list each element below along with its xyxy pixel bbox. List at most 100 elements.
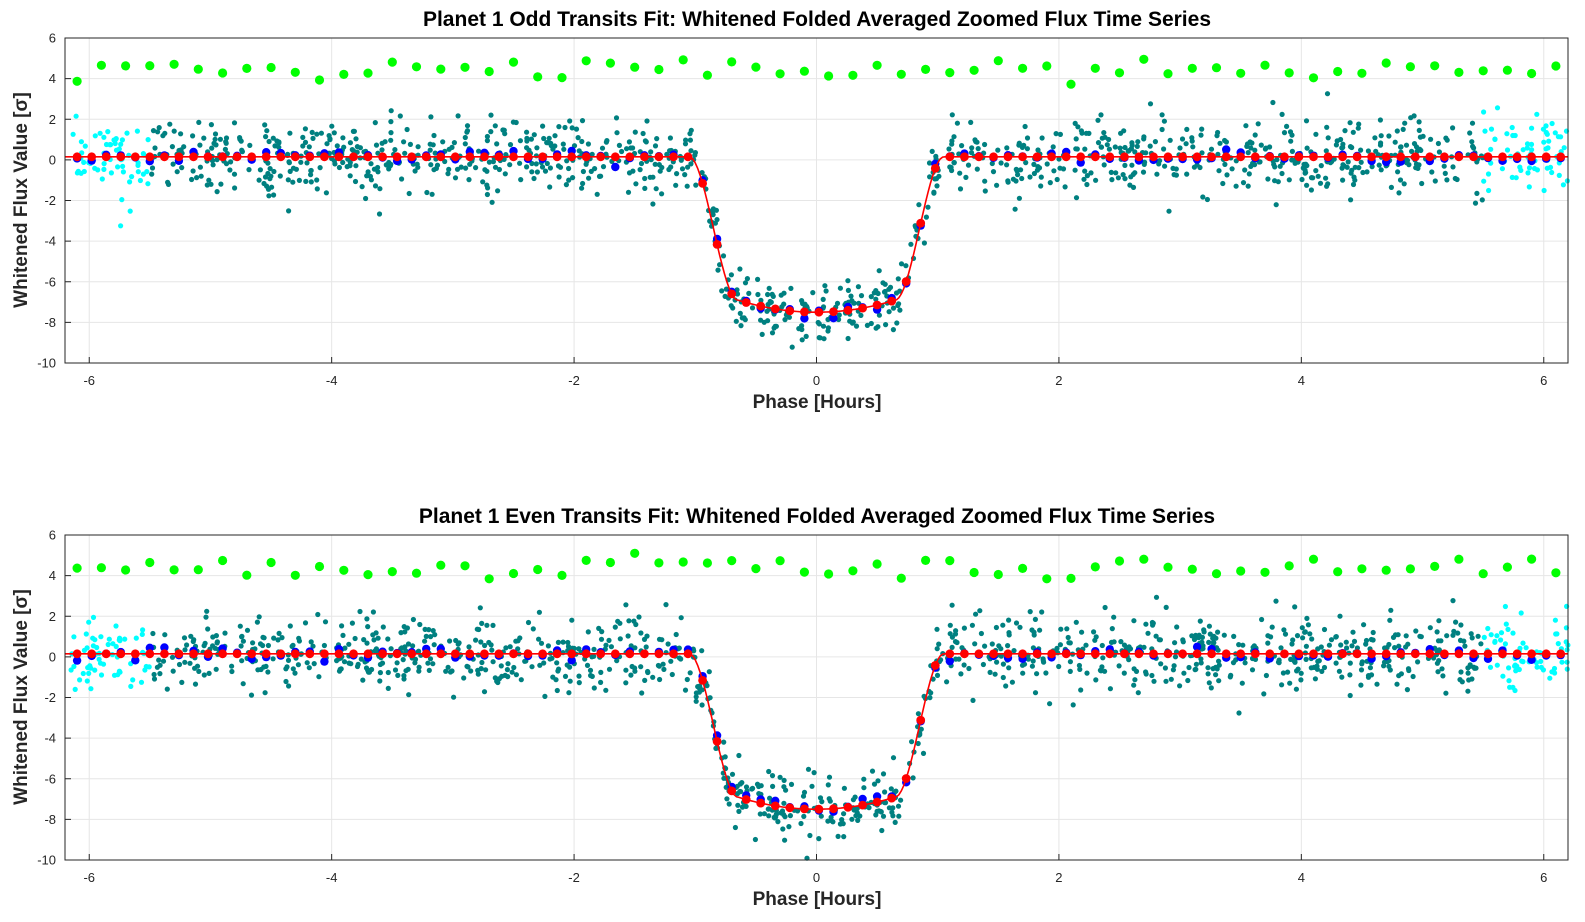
- data-point-teal: [980, 661, 987, 668]
- data-point-teal: [156, 657, 162, 663]
- data-point-teal: [240, 638, 246, 644]
- data-point-teal: [1314, 663, 1320, 669]
- data-point-teal: [869, 768, 876, 774]
- data-point-teal: [373, 142, 380, 148]
- data-point-teal: [936, 641, 942, 647]
- data-point-teal: [1394, 681, 1400, 687]
- data-point-teal: [271, 635, 277, 641]
- data-point-teal: [898, 261, 905, 267]
- residual-point-green: [1114, 68, 1125, 78]
- data-point-teal: [474, 626, 480, 632]
- data-point-teal: [295, 662, 301, 668]
- model-point-red: [1250, 152, 1260, 162]
- data-point-teal: [179, 165, 185, 171]
- data-point-teal: [1121, 670, 1127, 676]
- data-point-teal: [162, 632, 168, 638]
- data-point-teal: [511, 664, 517, 671]
- data-point-teal: [1198, 132, 1204, 138]
- model-point-red: [887, 296, 897, 306]
- residual-point-green: [266, 62, 276, 73]
- data-point-teal: [643, 139, 649, 145]
- data-point-teal: [555, 163, 562, 169]
- binned-point-blue: [320, 657, 329, 666]
- residual-point-green: [314, 561, 325, 572]
- data-point-teal: [1469, 676, 1475, 682]
- data-point-teal: [315, 611, 321, 618]
- model-point-red: [436, 152, 446, 162]
- data-point-teal: [835, 833, 841, 840]
- data-point-teal: [931, 190, 937, 196]
- residual-point-green: [1236, 566, 1246, 576]
- data-point-teal: [298, 159, 304, 165]
- data-point-teal: [196, 119, 202, 125]
- data-point-cyan: [137, 177, 143, 184]
- residual-point-green: [363, 68, 373, 78]
- residual-point-green: [824, 569, 834, 579]
- model-point-red: [1498, 152, 1507, 162]
- data-point-teal: [155, 129, 161, 135]
- data-point-teal: [1354, 645, 1360, 651]
- data-point-cyan: [95, 167, 101, 173]
- data-point-teal: [267, 166, 273, 172]
- data-point-teal: [837, 285, 844, 291]
- data-point-teal: [347, 140, 353, 146]
- data-point-teal: [1099, 642, 1105, 649]
- x-tick-label-even: 4: [1298, 870, 1305, 885]
- data-point-teal: [198, 173, 204, 179]
- data-point-teal: [1356, 121, 1362, 127]
- data-point-teal: [190, 168, 196, 174]
- data-point-teal: [149, 165, 156, 171]
- model-point-red: [930, 164, 940, 173]
- data-point-teal: [956, 656, 962, 662]
- data-point-teal: [1216, 658, 1222, 664]
- residual-point-green: [387, 57, 397, 67]
- data-point-teal: [1302, 629, 1308, 635]
- data-point-teal: [547, 656, 553, 662]
- data-point-teal: [1275, 659, 1282, 665]
- binned-point-blue: [160, 643, 169, 652]
- data-point-cyan: [1498, 637, 1504, 643]
- model-point-red: [1163, 152, 1173, 162]
- data-point-teal: [1140, 169, 1147, 175]
- data-point-teal: [1036, 165, 1043, 171]
- data-point-cyan: [1560, 182, 1566, 188]
- data-point-teal: [569, 617, 575, 623]
- data-point-cyan: [1543, 123, 1549, 129]
- data-point-teal: [218, 181, 224, 187]
- data-point-teal: [642, 677, 648, 684]
- data-point-teal: [827, 798, 833, 804]
- data-point-teal: [377, 670, 383, 676]
- binned-point-blue: [945, 656, 954, 666]
- data-point-teal: [1023, 160, 1029, 166]
- data-point-teal: [1418, 634, 1424, 640]
- data-point-teal: [765, 291, 771, 298]
- residual-point-green: [1430, 61, 1440, 71]
- model-point-red: [538, 152, 547, 162]
- data-point-teal: [1315, 658, 1321, 665]
- data-point-teal: [920, 750, 927, 757]
- data-point-teal: [1011, 648, 1017, 654]
- data-point-teal: [1205, 665, 1211, 671]
- data-point-teal: [371, 166, 377, 172]
- data-point-teal: [1298, 677, 1304, 683]
- data-point-teal: [566, 177, 572, 183]
- x-tick-label-odd: 0: [813, 373, 820, 388]
- data-point-teal: [779, 304, 785, 310]
- data-point-teal: [1057, 642, 1063, 648]
- data-point-cyan: [1516, 666, 1522, 673]
- data-point-teal: [1373, 148, 1379, 154]
- data-point-teal: [772, 815, 778, 821]
- data-point-teal: [1303, 656, 1309, 663]
- data-point-teal: [426, 667, 432, 674]
- data-point-teal: [157, 671, 163, 677]
- data-point-teal: [414, 161, 420, 167]
- residual-point-green: [1163, 69, 1173, 79]
- data-point-teal: [1104, 142, 1110, 148]
- data-point-teal: [276, 140, 282, 146]
- data-point-teal: [855, 284, 862, 290]
- data-point-cyan: [1531, 165, 1538, 172]
- data-point-teal: [285, 177, 291, 183]
- data-point-teal: [1005, 643, 1011, 649]
- data-point-teal: [151, 671, 157, 678]
- data-point-teal: [290, 165, 297, 171]
